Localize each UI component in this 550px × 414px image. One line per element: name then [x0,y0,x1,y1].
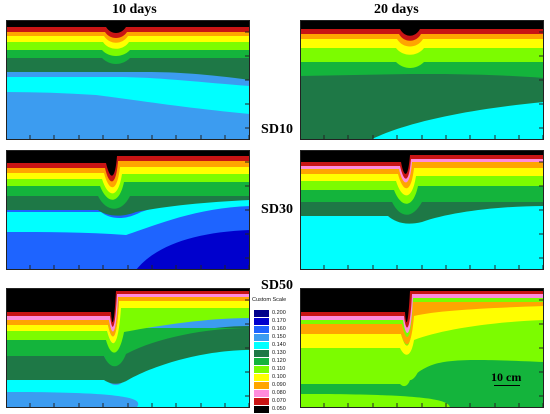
legend-swatch [254,389,269,397]
legend-entry: 0.070 [254,397,296,405]
legend-entry: 0.170 [254,317,296,325]
legend-value: 0.050 [272,406,286,412]
legend-entry: 0.110 [254,365,296,373]
panel-sd10-20-days [300,20,544,140]
legend-swatch [254,357,269,365]
panel-sd50-20-days [300,288,544,408]
panel-sd30-10-days [6,150,250,270]
legend-value: 0.110 [272,366,286,372]
legend-entry: 0.090 [254,381,296,389]
legend-swatch [254,373,269,381]
legend-swatch [254,397,269,405]
legend-value: 0.160 [272,326,286,332]
legend-value: 0.070 [272,398,286,404]
scale-bar-line [494,385,520,386]
legend-title: Custom Scale [252,297,287,303]
column-title-10-days: 10 days [112,2,157,17]
panel-sd30-20-days [300,150,544,270]
legend-value: 0.090 [272,382,286,388]
legend-value: 0.100 [272,374,286,380]
legend-swatch [254,341,269,349]
legend-swatch [254,309,269,317]
panel-sd50-10-days [6,288,250,408]
legend-value: 0.140 [272,342,286,348]
legend-entry: 0.100 [254,373,296,381]
legend-swatch [254,381,269,389]
legend-swatch [254,365,269,373]
column-title-20-days: 20 days [374,2,419,17]
legend-entry: 0.200 [254,309,296,317]
legend-swatch [254,333,269,341]
row-label-sd50: SD50 [261,278,293,293]
legend-swatch [254,325,269,333]
color-scale-legend: Custom Scale 0.200 0.170 0.160 0.150 0.140 0.… [250,297,296,413]
legend-swatch [254,405,269,413]
row-label-sd10: SD10 [261,122,293,137]
legend-value: 0.120 [272,358,286,364]
legend-value: 0.150 [272,334,286,340]
legend-entry: 0.160 [254,325,296,333]
legend-value: 0.170 [272,318,286,324]
legend-entry: 0.130 [254,349,296,357]
legend-value: 0.080 [272,390,286,396]
legend-swatch [254,317,269,325]
legend-entry: 0.050 [254,405,296,413]
legend-entry: 0.080 [254,389,296,397]
scale-bar-label: 10 cm [491,370,522,384]
panel-sd10-10-days [6,20,250,140]
legend-entry: 0.140 [254,341,296,349]
legend-swatch [254,349,269,357]
legend-entry: 0.150 [254,333,296,341]
legend-entry: 0.120 [254,357,296,365]
row-label-sd30: SD30 [261,202,293,217]
legend-value: 0.130 [272,350,286,356]
legend-value: 0.200 [272,310,286,316]
